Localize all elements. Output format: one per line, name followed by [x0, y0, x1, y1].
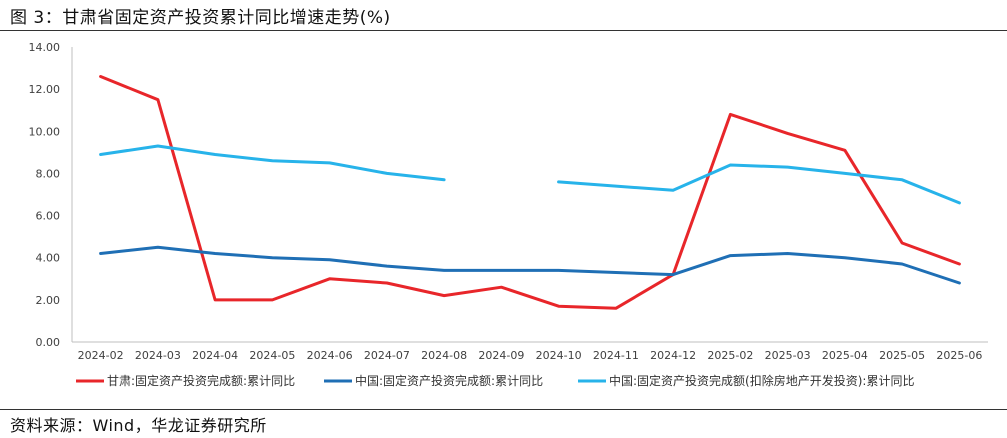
y-tick-label: 10.00 — [29, 125, 61, 138]
x-tick-label: 2024-12 — [650, 349, 696, 362]
figure-title: 图 3：甘肃省固定资产投资累计同比增速走势(%) — [10, 8, 391, 28]
y-tick-label: 8.00 — [36, 167, 61, 180]
line-chart: 0.00 2.00 4.00 6.00 8.00 10.00 12.00 14.00 2024… — [29, 41, 988, 388]
x-tick-label: 2024-09 — [478, 349, 524, 362]
x-axis: 2024-02 2024-03 2024-04 2024-05 2024-06 2024-… — [72, 341, 988, 362]
y-tick-label: 14.00 — [29, 41, 61, 54]
x-tick-label: 2025-05 — [879, 349, 925, 362]
y-tick-label: 0.00 — [36, 336, 61, 349]
y-tick-label: 6.00 — [36, 210, 61, 223]
legend-label: 中国:固定资产投资完成额(扣除房地产开发投资):累计同比 — [609, 373, 914, 388]
legend-item: 甘肃:固定资产投资完成额:累计同比 — [76, 373, 295, 388]
y-tick-label: 12.00 — [29, 83, 61, 96]
series-line — [99, 144, 446, 182]
series-3 — [99, 144, 961, 205]
x-tick-label: 2024-04 — [192, 349, 238, 362]
legend: 甘肃:固定资产投资完成额:累计同比 中国:固定资产投资完成额:累计同比 中国:固定资… — [76, 373, 914, 388]
x-tick-label: 2024-05 — [249, 349, 295, 362]
x-tick-label: 2024-08 — [421, 349, 467, 362]
x-tick-label: 2025-04 — [822, 349, 868, 362]
series-line — [99, 245, 961, 285]
series-line — [557, 163, 961, 205]
x-tick-label: 2024-03 — [135, 349, 181, 362]
x-tick-label: 2024-06 — [307, 349, 353, 362]
series-line — [99, 75, 961, 310]
x-tick-label: 2024-10 — [536, 349, 582, 362]
x-tick-label: 2024-02 — [78, 349, 124, 362]
legend-item: 中国:固定资产投资完成额:累计同比 — [324, 373, 543, 388]
x-tick-label: 2024-11 — [593, 349, 639, 362]
source-note: 资料来源：Wind，华龙证券研究所 — [10, 416, 267, 435]
x-tick-label: 2024-07 — [364, 349, 410, 362]
series-layer — [99, 75, 961, 310]
series-1 — [99, 75, 961, 310]
y-tick-label: 2.00 — [36, 294, 61, 307]
legend-label: 中国:固定资产投资完成额:累计同比 — [355, 373, 543, 388]
y-axis: 0.00 2.00 4.00 6.00 8.00 10.00 12.00 14.00 — [29, 41, 73, 349]
bottom-rule — [0, 409, 1007, 410]
top-rule — [0, 30, 1007, 31]
y-tick-label: 4.00 — [36, 252, 61, 265]
x-tick-label: 2025-06 — [936, 349, 982, 362]
legend-label: 甘肃:固定资产投资完成额:累计同比 — [107, 373, 295, 388]
x-tick-label: 2025-03 — [765, 349, 811, 362]
series-2 — [99, 245, 961, 285]
legend-item: 中国:固定资产投资完成额(扣除房地产开发投资):累计同比 — [578, 373, 914, 388]
x-tick-label: 2025-02 — [707, 349, 753, 362]
